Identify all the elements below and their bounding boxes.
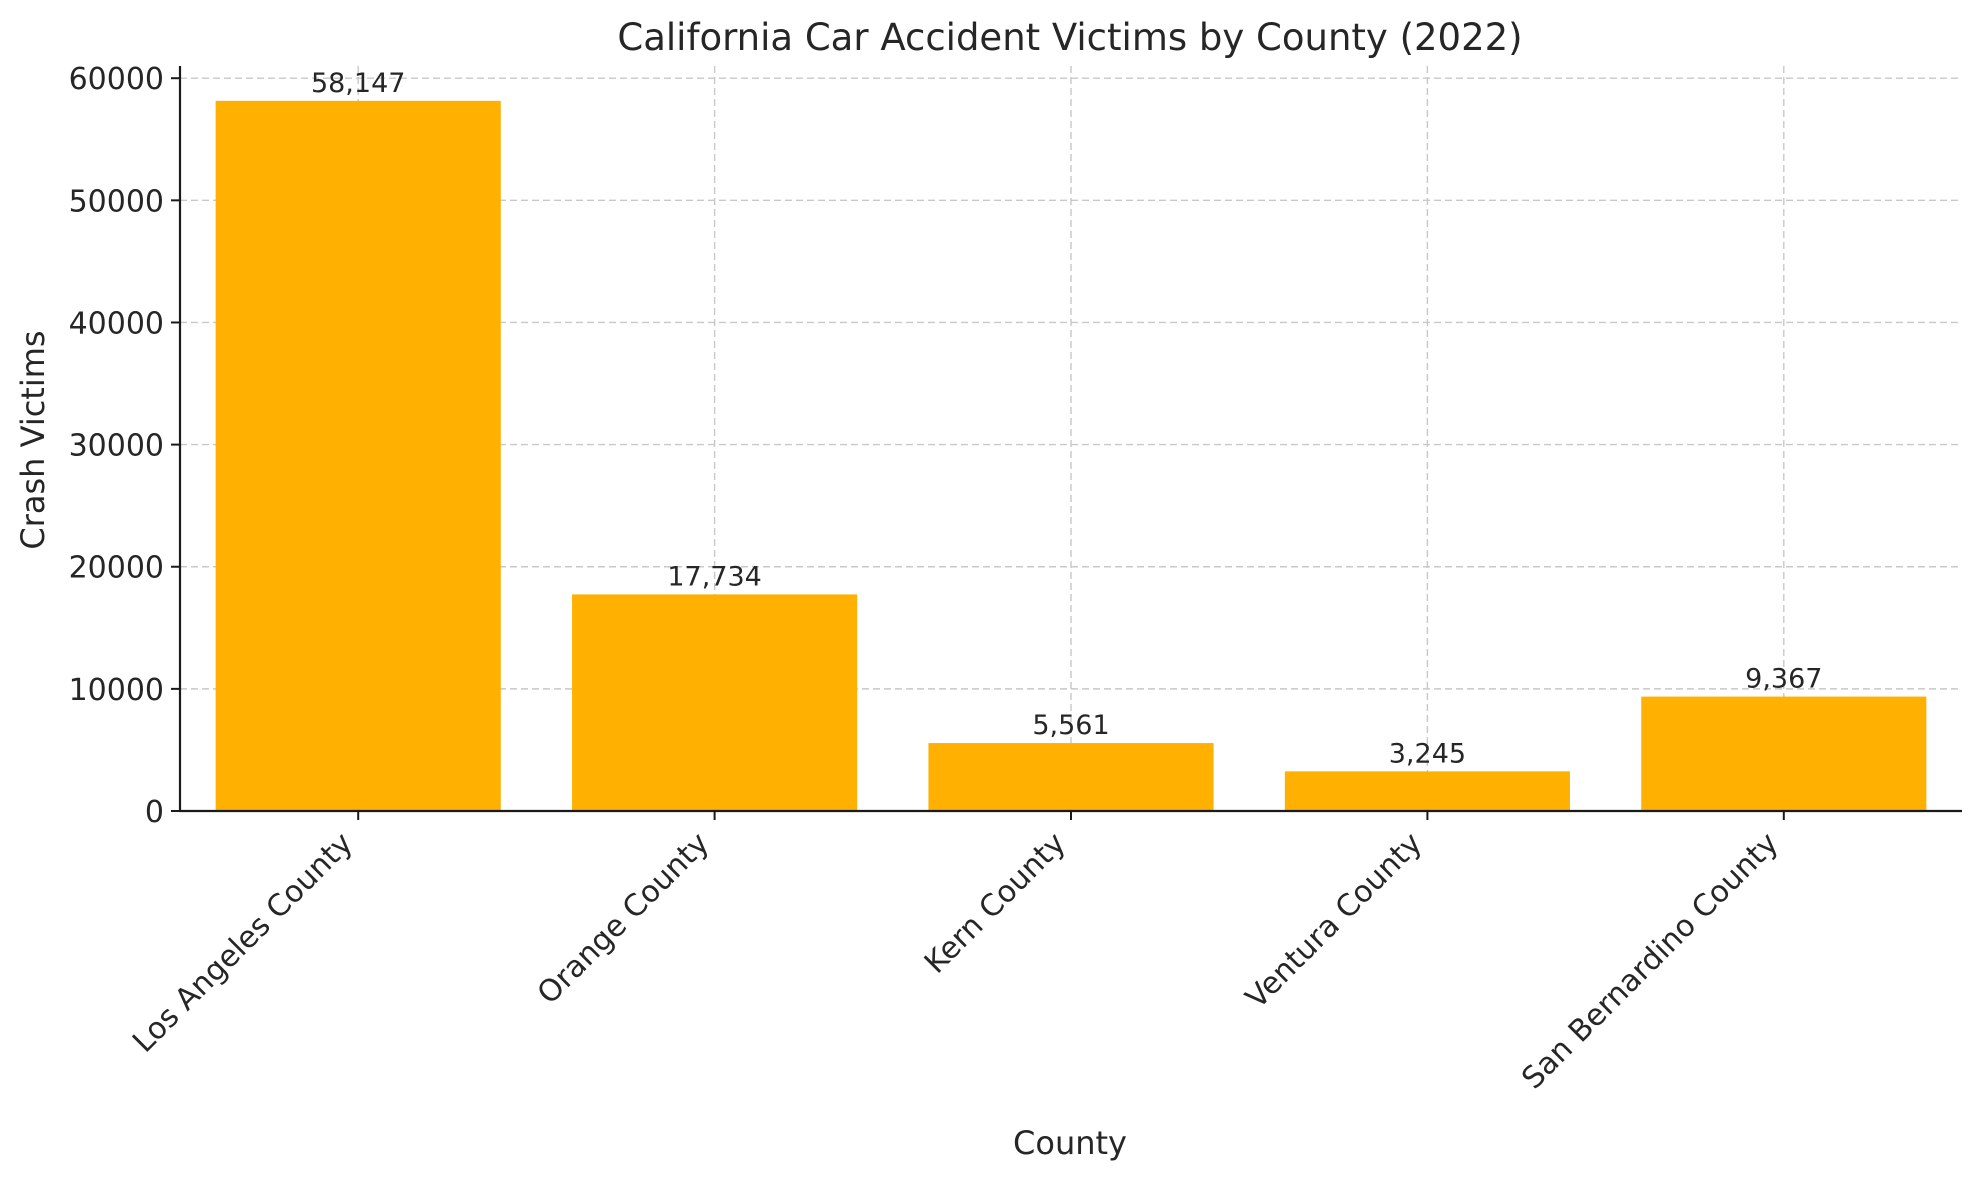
y-tick-label: 40000 [69,306,164,341]
y-axis-label: Crash Victims [14,330,52,549]
bar [572,594,858,811]
x-tick-label: San Bernardino County [1515,826,1785,1096]
chart-title: California Car Accident Victims by Count… [617,16,1522,59]
data-label: 58,147 [311,68,405,99]
x-ticks: Los Angeles County Orange County Kern Coun… [126,811,1785,1096]
y-tick-label: 0 [145,795,164,830]
data-label: 9,367 [1745,664,1822,695]
data-label: 17,734 [667,561,761,592]
y-ticks: 0 10000 20000 30000 40000 50000 60000 [69,62,180,830]
y-tick-label: 50000 [69,184,164,219]
data-label: 5,561 [1032,710,1109,741]
data-label: 3,245 [1389,738,1466,769]
y-tick-label: 20000 [69,551,164,586]
bars [215,100,1927,812]
x-tick-label: Kern County [918,826,1073,981]
y-tick-label: 60000 [69,62,164,97]
bar [1641,696,1927,811]
y-tick-label: 10000 [69,673,164,708]
bar [215,100,501,812]
x-tick-label: Los Angeles County [126,826,360,1060]
x-tick-label: Ventura County [1239,826,1429,1016]
bar [1284,771,1570,811]
bar [928,743,1214,811]
data-labels: 58,147 17,734 5,561 3,245 9,367 [311,68,1822,770]
x-axis-label: County [1013,1124,1127,1162]
y-tick-label: 30000 [69,429,164,464]
x-tick-label: Orange County [531,826,716,1011]
